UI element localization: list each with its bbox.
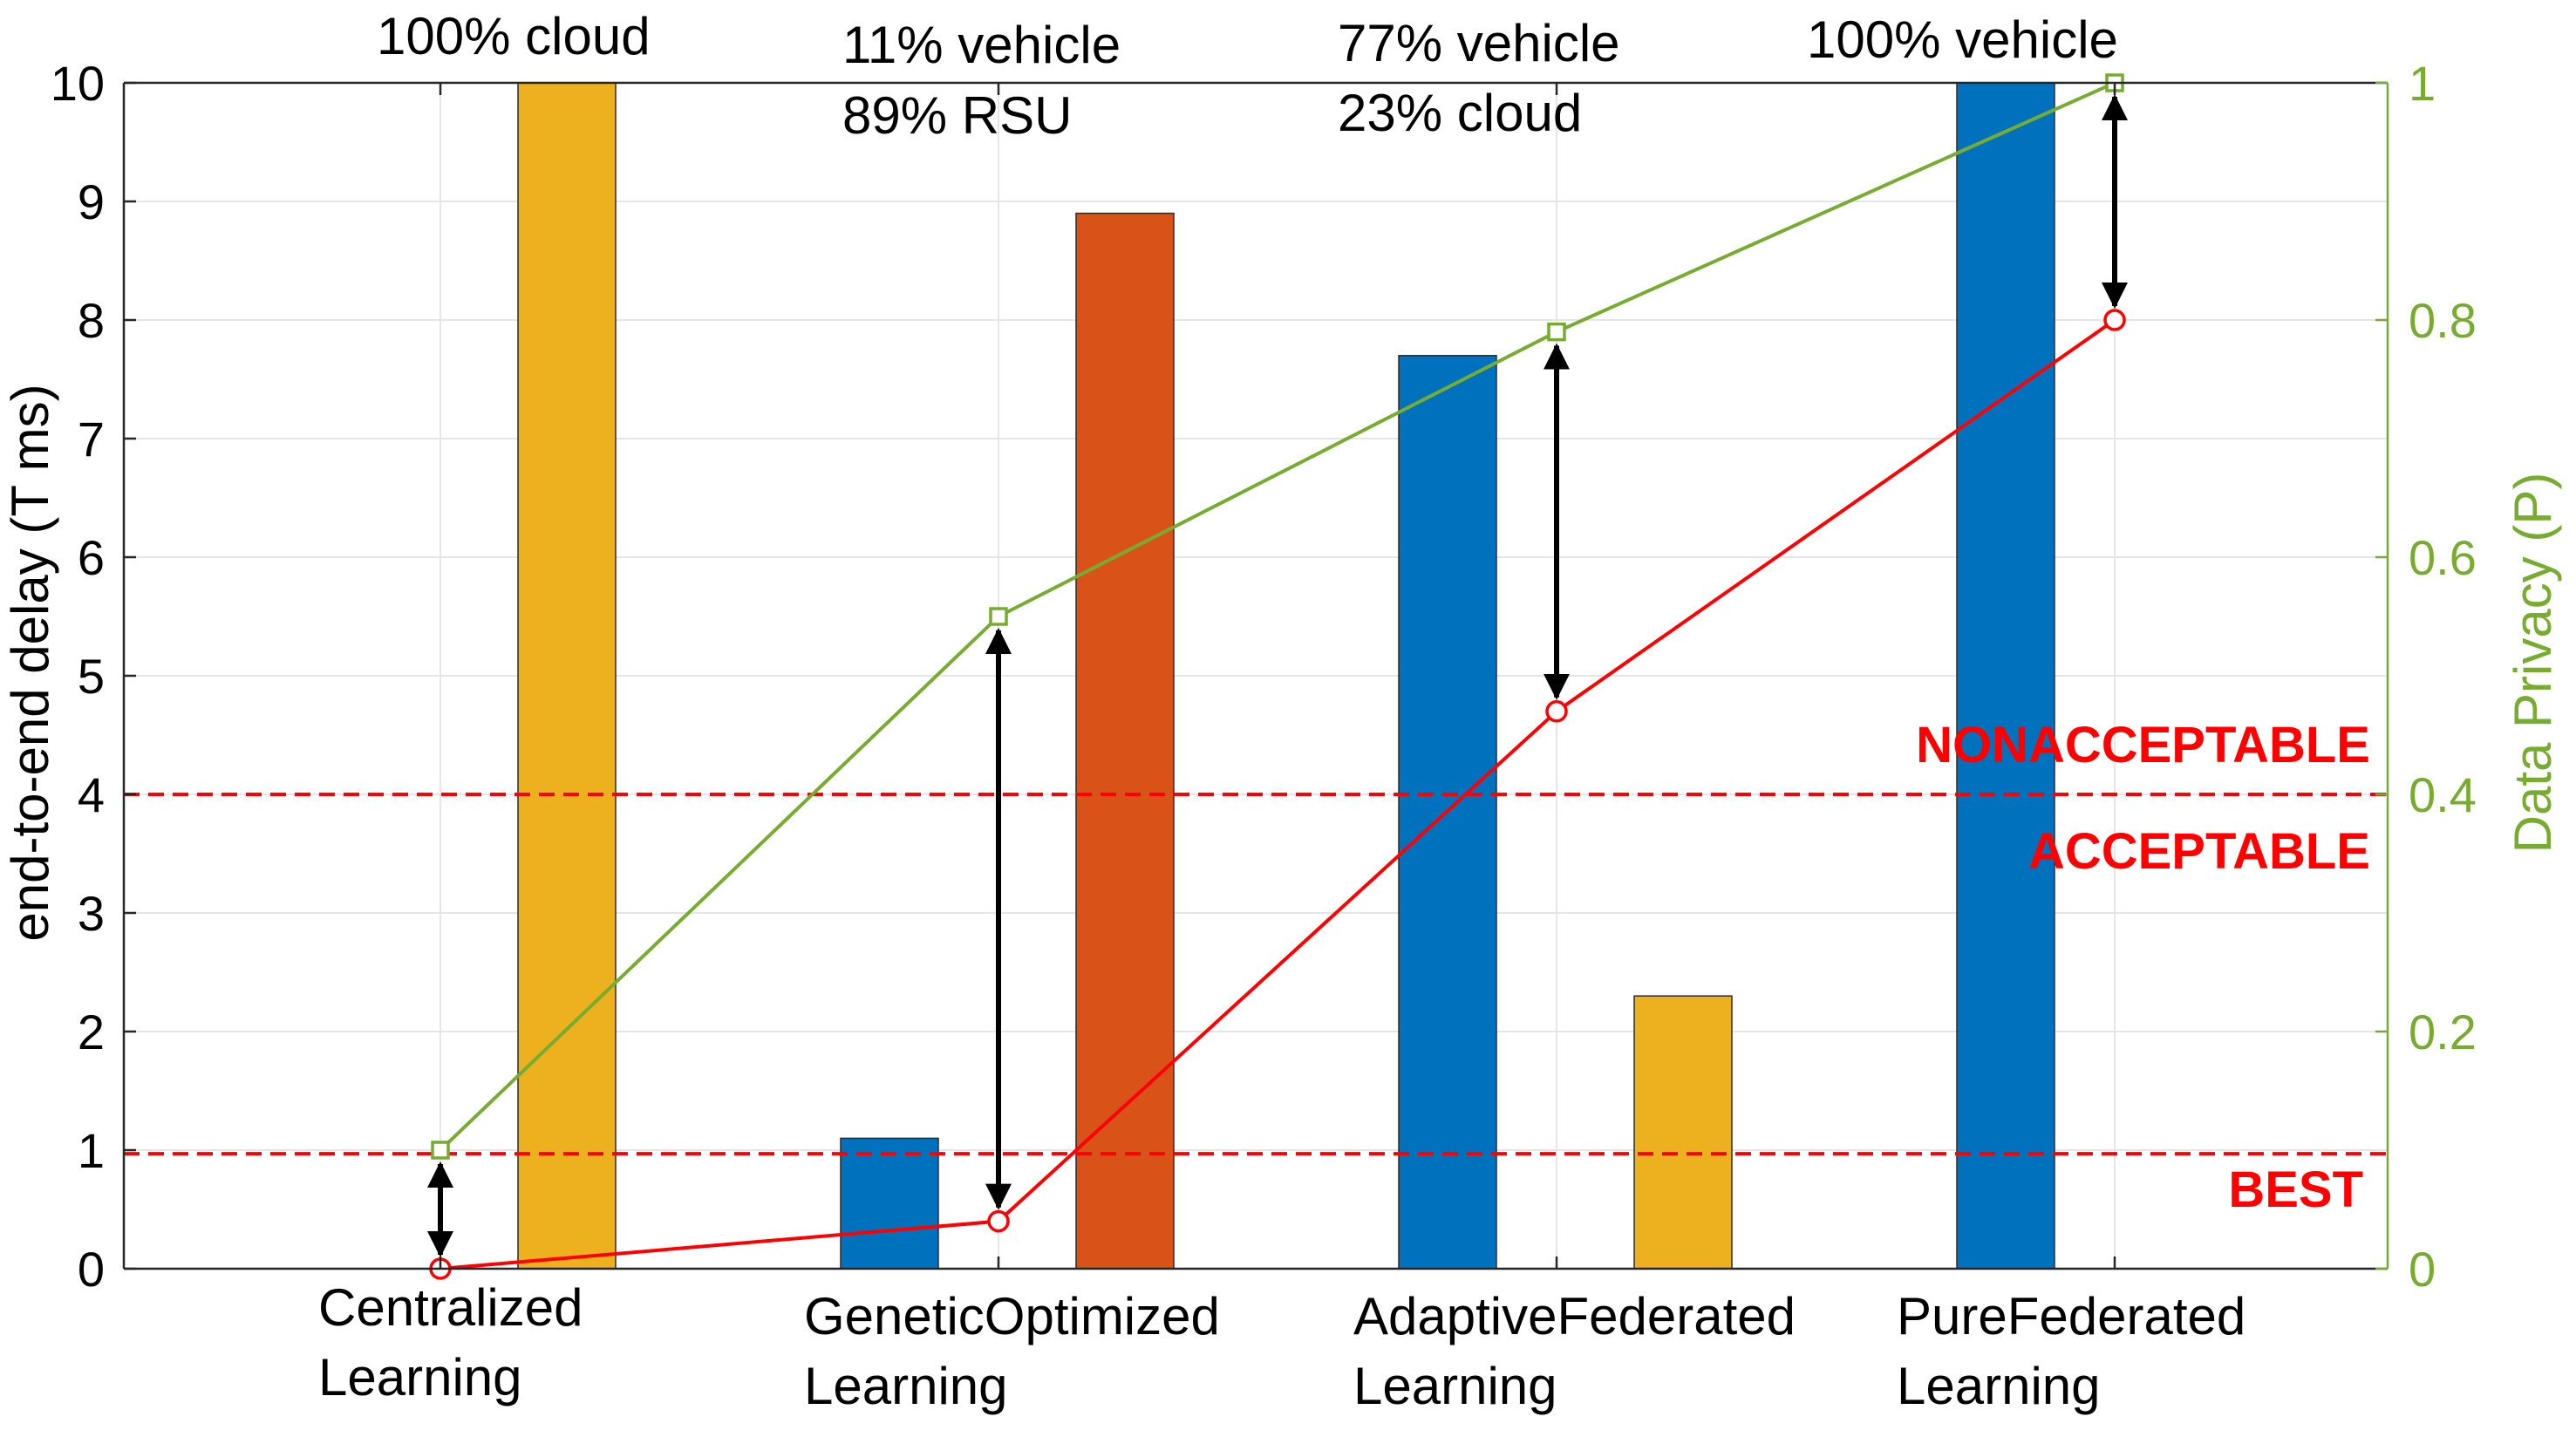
threshold-lines xyxy=(124,793,2388,1156)
series-lines xyxy=(429,73,2126,1280)
y2-tick-label: 0.6 xyxy=(2409,530,2477,585)
bar-annotation: 100% vehicle xyxy=(1807,10,2118,69)
y-axis-title: end-to-end delay (T ms) xyxy=(1,384,59,941)
category-label: Learning xyxy=(804,1357,1008,1415)
bar-annotation: 77% vehicle xyxy=(1338,14,1620,72)
axes xyxy=(122,81,2389,1270)
category-label: Learning xyxy=(1897,1357,2101,1415)
y-tick-label: 1 xyxy=(78,1123,105,1178)
delay-series-line xyxy=(440,318,2116,1270)
category-label: Centralized xyxy=(318,1278,583,1337)
y2-tick-label: 0.8 xyxy=(2409,293,2477,348)
bar-annotation: 100% cloud xyxy=(377,7,651,65)
bar xyxy=(517,82,617,1270)
y2-axis-title: Data Privacy (P) xyxy=(2504,473,2562,854)
zone-label-best: BEST xyxy=(2228,1161,2363,1218)
privacy-series-line xyxy=(439,81,2116,1152)
category-label: AdaptiveFederated xyxy=(1353,1287,1796,1345)
privacy-point xyxy=(989,607,1008,626)
bar xyxy=(840,1137,939,1270)
category-label: Learning xyxy=(318,1348,522,1406)
bar-annotation: 89% RSU xyxy=(842,86,1072,145)
category-label: Learning xyxy=(1353,1357,1557,1415)
bar-annotation: 23% cloud xyxy=(1338,84,1582,142)
y-tick-label: 2 xyxy=(78,1005,105,1059)
bar-annotation: 11% vehicle xyxy=(842,16,1121,74)
privacy-point xyxy=(1547,322,1566,342)
y-tick-label: 4 xyxy=(78,767,105,822)
y-tick-label: 5 xyxy=(78,649,105,704)
bar-group xyxy=(517,82,2055,1270)
y-tick-label: 6 xyxy=(78,530,105,585)
bar xyxy=(1075,212,1175,1270)
category-label: GeneticOptimized xyxy=(804,1287,1220,1345)
zone-label-nonacceptable: NONACCEPTABLE xyxy=(1916,717,2370,773)
y-tick-label: 0 xyxy=(78,1242,105,1297)
y2-tick-label: 0.2 xyxy=(2409,1005,2477,1059)
delay-point xyxy=(2103,309,2126,331)
privacy-point xyxy=(431,1141,450,1160)
delay-point xyxy=(1545,700,1568,723)
y2-tick-label: 1 xyxy=(2409,56,2436,111)
delay-point xyxy=(987,1209,1010,1233)
bar xyxy=(1956,82,2055,1270)
y-tick-label: 9 xyxy=(78,174,105,229)
difference-arrows xyxy=(427,94,2128,1257)
text-labels: end-to-end delay (T ms) Data Privacy (P)… xyxy=(1,7,2562,1415)
zone-label-acceptable: ACCEPTABLE xyxy=(2028,823,2370,880)
y-tick-label: 3 xyxy=(78,886,105,941)
y-tick-label: 7 xyxy=(78,412,105,467)
category-label: PureFederated xyxy=(1897,1287,2245,1345)
y-tick-label: 8 xyxy=(78,293,105,348)
y2-tick-label: 0.4 xyxy=(2409,767,2477,822)
bar xyxy=(1633,995,1733,1270)
y2-tick-label: 0 xyxy=(2409,1242,2436,1297)
y-tick-label: 10 xyxy=(51,56,105,111)
